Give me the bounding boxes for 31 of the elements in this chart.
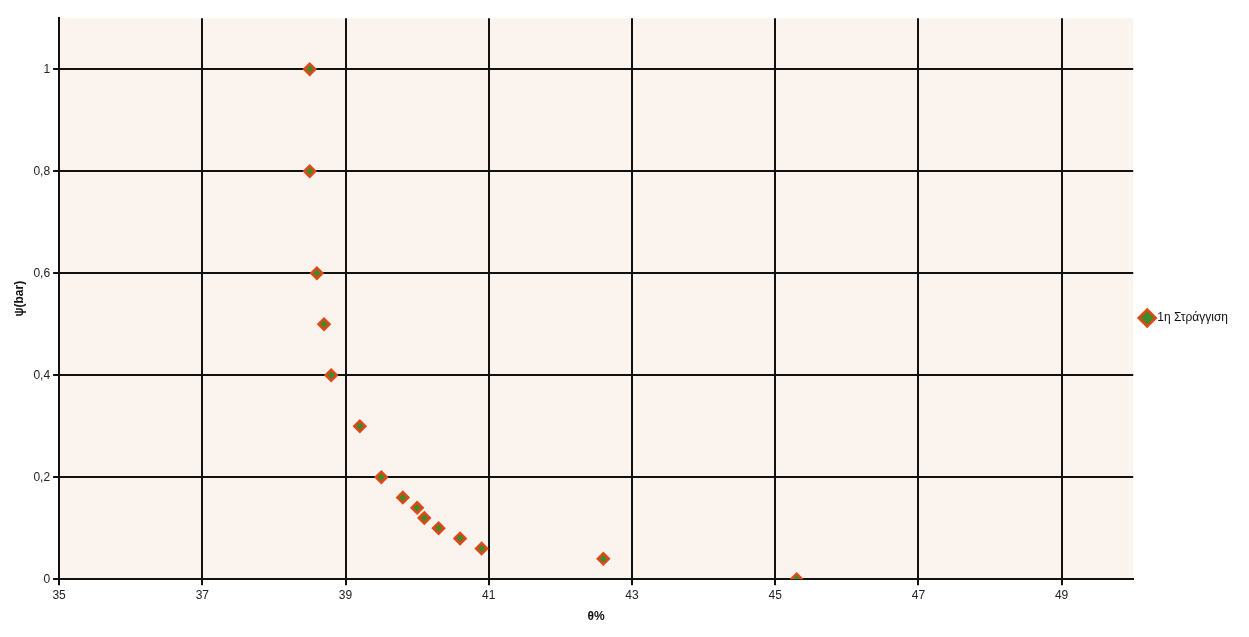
x-tick-label: 39: [338, 587, 353, 602]
point: [324, 368, 338, 382]
y-tick-label: 0: [43, 571, 51, 586]
point: [317, 317, 331, 331]
y-tick-label: 1: [43, 61, 51, 76]
x-tick-label: 35: [52, 587, 67, 602]
point: [417, 511, 432, 525]
y-tick-label: 0,4: [33, 367, 51, 382]
point: [302, 62, 317, 76]
point: [410, 501, 424, 515]
x-tick-label: 41: [482, 587, 496, 602]
point: [302, 164, 317, 178]
point: [596, 552, 611, 566]
point: [474, 541, 489, 556]
x-tick-label: 49: [1054, 587, 1069, 602]
y-axis-title: ψ(bar): [11, 280, 26, 317]
point: [310, 266, 324, 280]
x-tick-label: 45: [768, 587, 783, 602]
y-tick-label: 0,2: [33, 469, 51, 484]
point: [431, 521, 446, 535]
x-tick-label: 43: [625, 587, 639, 602]
y-tick-label: 0,8: [33, 163, 51, 178]
point: [453, 531, 467, 546]
y-tick-label: 0,6: [33, 265, 51, 280]
x-tick-label: 47: [911, 587, 926, 602]
point: [374, 470, 389, 484]
legend-label: 1η Στράγγιση: [1157, 310, 1229, 325]
point: [396, 490, 410, 505]
x-tick-label: 37: [195, 587, 210, 602]
x-axis-title: θ%: [587, 609, 606, 624]
point: [353, 419, 367, 433]
